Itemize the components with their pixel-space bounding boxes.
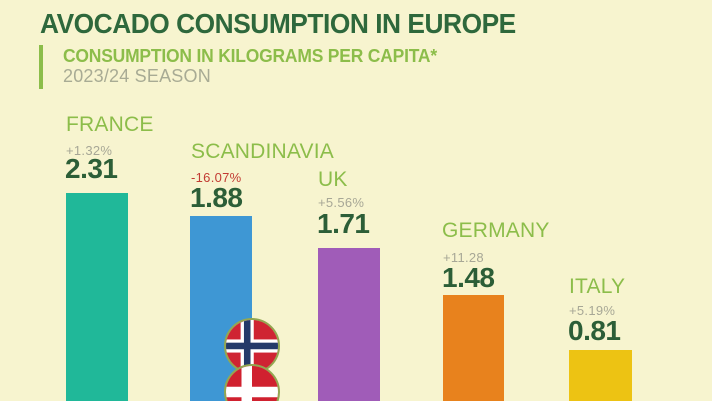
accent-line: [39, 45, 43, 89]
change-label-italy: +5.19%: [569, 303, 616, 318]
bar-italy: [569, 350, 632, 401]
value-label-france: 2.31: [65, 153, 118, 184]
value-label-germany: 1.48: [442, 262, 495, 293]
change-label-france: +1.32%: [66, 143, 113, 158]
country-label-italy: ITALY: [569, 275, 626, 298]
season-label: 2023/24 SEASON: [63, 66, 211, 86]
value-label-scandinavia: 1.88: [190, 182, 243, 213]
country-label-france: FRANCE: [66, 113, 154, 136]
page-title: AVOCADO CONSUMPTION IN EUROPE: [40, 8, 516, 39]
chart-subtitle: CONSUMPTION IN KILOGRAMS PER CAPITA*: [63, 46, 437, 66]
change-label-germany: +11.28: [443, 250, 484, 265]
bar-germany: [443, 295, 504, 401]
country-label-scandinavia: SCANDINAVIA: [191, 140, 335, 163]
change-label-scandinavia: -16.07%: [191, 170, 242, 185]
denmark-flag-icon: [224, 364, 280, 401]
value-label-uk: 1.71: [317, 208, 370, 239]
value-label-italy: 0.81: [568, 315, 621, 346]
change-label-uk: +5.56%: [318, 195, 365, 210]
country-label-germany: GERMANY: [442, 219, 550, 242]
bar-uk: [318, 248, 380, 401]
country-label-uk: UK: [318, 168, 348, 191]
bar-france: [66, 193, 128, 401]
